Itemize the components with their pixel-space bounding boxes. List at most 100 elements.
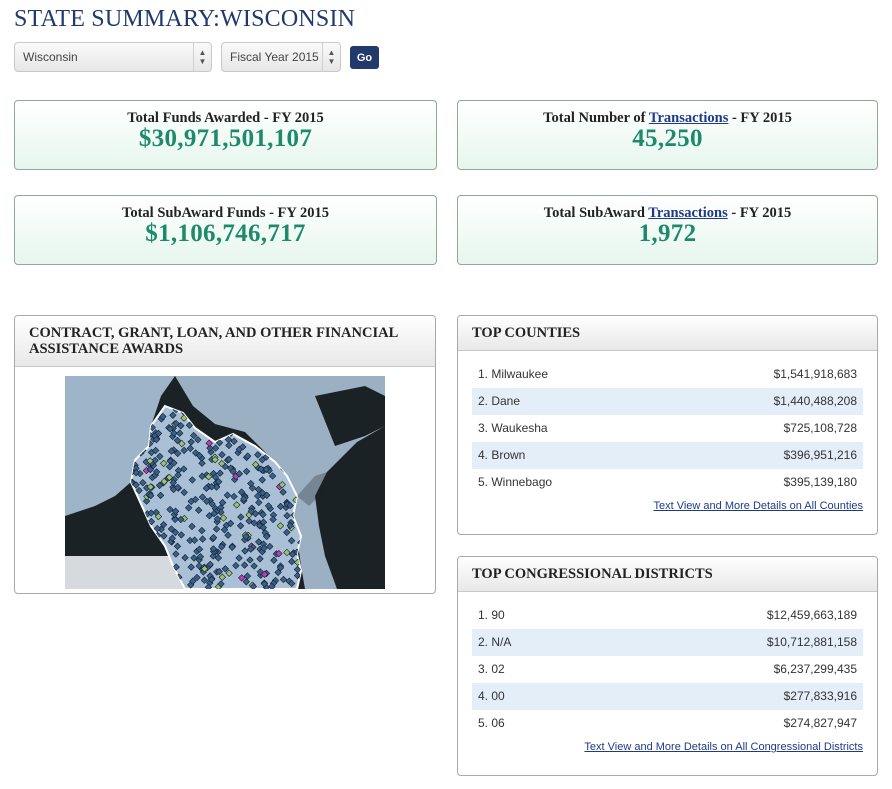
award-marker bbox=[217, 508, 225, 516]
award-marker bbox=[204, 583, 213, 589]
award-marker bbox=[255, 538, 263, 546]
fiscal-year-select[interactable]: Fiscal Year 2015 ▲ ▼ bbox=[221, 42, 341, 72]
all-districts-link[interactable]: Text View and More Details on All Congre… bbox=[584, 741, 863, 753]
top-counties-title: TOP COUNTIES bbox=[458, 316, 877, 351]
award-marker bbox=[270, 556, 278, 564]
award-marker bbox=[188, 522, 196, 531]
award-marker bbox=[171, 528, 180, 537]
award-marker bbox=[219, 514, 228, 522]
award-marker bbox=[225, 569, 233, 577]
award-marker bbox=[209, 533, 218, 542]
award-marker bbox=[235, 554, 243, 562]
award-marker bbox=[283, 548, 291, 557]
upper-peninsula-east bbox=[315, 386, 385, 446]
award-marker bbox=[269, 515, 277, 524]
award-marker bbox=[166, 505, 174, 514]
award-marker bbox=[245, 517, 253, 525]
award-marker bbox=[142, 497, 151, 505]
award-marker bbox=[268, 472, 277, 480]
award-marker bbox=[173, 436, 182, 445]
award-marker bbox=[132, 469, 140, 477]
table-row: 4. Brown $396,951,216 bbox=[472, 442, 863, 469]
top-districts-title: TOP CONGRESSIONAL DISTRICTS bbox=[458, 557, 877, 592]
award-marker bbox=[146, 465, 154, 474]
award-marker bbox=[218, 573, 226, 581]
award-marker bbox=[215, 439, 224, 447]
award-marker bbox=[242, 578, 250, 586]
award-marker bbox=[198, 459, 206, 467]
subaward-transactions-link[interactable]: Transactions bbox=[648, 205, 728, 221]
award-marker bbox=[215, 567, 223, 576]
award-marker bbox=[180, 488, 188, 497]
award-marker bbox=[169, 478, 177, 487]
table-row: 1. 90 $12,459,663,189 bbox=[478, 608, 857, 622]
award-marker bbox=[187, 438, 195, 446]
award-marker bbox=[160, 459, 168, 468]
award-marker bbox=[241, 547, 249, 555]
award-marker bbox=[243, 572, 252, 580]
state-select[interactable]: Wisconsin ▲ ▼ bbox=[14, 42, 212, 72]
award-marker bbox=[205, 439, 213, 447]
award-marker bbox=[160, 532, 168, 540]
award-marker bbox=[211, 473, 220, 481]
award-marker bbox=[263, 532, 271, 541]
award-marker bbox=[174, 483, 182, 492]
award-marker bbox=[195, 545, 204, 553]
award-marker bbox=[218, 498, 227, 507]
award-marker bbox=[206, 444, 214, 452]
award-marker bbox=[198, 535, 207, 543]
award-marker bbox=[223, 491, 232, 499]
transactions-link[interactable]: Transactions bbox=[648, 110, 729, 126]
award-marker bbox=[139, 479, 147, 487]
award-marker bbox=[246, 556, 254, 564]
award-marker bbox=[286, 521, 294, 530]
award-marker bbox=[151, 456, 159, 465]
subaward-funds-label: Total SubAward Funds - FY 2015 bbox=[122, 205, 329, 221]
awards-map[interactable] bbox=[65, 376, 385, 590]
award-marker bbox=[225, 455, 233, 464]
door-peninsula-water bbox=[297, 472, 327, 506]
award-marker bbox=[167, 447, 176, 455]
award-marker bbox=[185, 421, 194, 429]
award-marker bbox=[188, 476, 196, 484]
award-marker bbox=[247, 479, 255, 488]
award-marker bbox=[242, 467, 251, 476]
award-marker bbox=[230, 437, 238, 445]
award-marker bbox=[192, 449, 200, 457]
award-marker bbox=[276, 522, 285, 530]
award-marker bbox=[172, 419, 180, 428]
select-arrows-icon: ▲ ▼ bbox=[322, 43, 340, 71]
award-marker bbox=[198, 526, 206, 535]
award-marker bbox=[208, 500, 216, 508]
award-marker bbox=[154, 512, 163, 521]
award-marker bbox=[260, 570, 269, 578]
all-counties-link[interactable]: Text View and More Details on All Counti… bbox=[653, 500, 863, 512]
total-transactions-value: 45,250 bbox=[632, 125, 703, 152]
award-marker bbox=[180, 465, 188, 473]
award-marker bbox=[205, 512, 214, 520]
award-marker bbox=[216, 469, 224, 477]
award-marker bbox=[203, 497, 211, 505]
subaward-funds-card: Total SubAward Funds - FY 2015 $1,106,74… bbox=[14, 195, 437, 265]
award-marker bbox=[187, 563, 195, 571]
subaward-transactions-label: Total SubAward Transactions - FY 2015 bbox=[543, 205, 792, 221]
award-marker bbox=[154, 429, 163, 438]
award-marker bbox=[169, 411, 177, 419]
award-marker bbox=[190, 536, 199, 544]
award-marker bbox=[275, 549, 283, 558]
go-button[interactable]: Go bbox=[350, 46, 379, 69]
award-marker bbox=[211, 444, 220, 452]
award-marker bbox=[288, 550, 297, 558]
award-marker bbox=[168, 534, 176, 542]
award-marker bbox=[147, 509, 155, 517]
total-transactions-label: Total Number of Transactions - FY 2015 bbox=[543, 110, 792, 126]
award-marker bbox=[156, 491, 165, 500]
award-marker bbox=[146, 457, 154, 465]
state-select-value: Wisconsin bbox=[23, 50, 78, 64]
award-marker bbox=[260, 580, 269, 588]
award-marker bbox=[254, 485, 263, 494]
award-marker bbox=[167, 525, 176, 533]
award-marker bbox=[257, 465, 265, 473]
top-districts-panel: TOP CONGRESSIONAL DISTRICTS 1. 90 $12,459… bbox=[457, 556, 878, 776]
table-row: 4. 00 $277,833,916 bbox=[472, 683, 863, 710]
